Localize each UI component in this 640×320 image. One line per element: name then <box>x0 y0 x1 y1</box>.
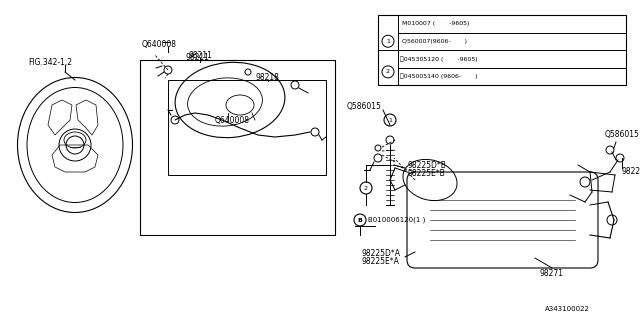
Circle shape <box>607 215 617 225</box>
Text: 2: 2 <box>364 186 368 190</box>
Text: Q640008: Q640008 <box>215 116 250 124</box>
Circle shape <box>171 116 179 124</box>
Text: 98271: 98271 <box>540 268 564 277</box>
Text: 2: 2 <box>386 69 390 74</box>
Text: M010007 (       -9605): M010007 ( -9605) <box>402 21 469 26</box>
Text: 98225C: 98225C <box>622 167 640 177</box>
Bar <box>378 15 626 85</box>
Text: Q586015: Q586015 <box>605 131 640 140</box>
Circle shape <box>606 146 614 154</box>
Circle shape <box>360 182 372 194</box>
Text: Q560007(9606-       ): Q560007(9606- ) <box>402 39 467 44</box>
Text: Q586015: Q586015 <box>347 102 382 111</box>
Text: 98218: 98218 <box>255 74 279 83</box>
Text: 98225E*B: 98225E*B <box>408 170 445 179</box>
Circle shape <box>382 35 394 47</box>
Text: 98211: 98211 <box>185 53 209 62</box>
Text: A343100022: A343100022 <box>545 306 590 312</box>
Circle shape <box>375 145 381 151</box>
Circle shape <box>580 177 590 187</box>
Text: 1: 1 <box>386 39 390 44</box>
Circle shape <box>382 66 394 78</box>
Text: B: B <box>358 218 362 222</box>
Circle shape <box>386 136 394 144</box>
Circle shape <box>311 128 319 136</box>
Circle shape <box>245 69 251 75</box>
Text: 98211: 98211 <box>188 51 212 60</box>
Text: 98225E*A: 98225E*A <box>362 257 400 266</box>
Text: 98225D*A: 98225D*A <box>362 249 401 258</box>
Text: Ⓢ045005140 (9606-       ): Ⓢ045005140 (9606- ) <box>400 74 477 79</box>
Text: 1: 1 <box>388 117 392 123</box>
Circle shape <box>291 81 299 89</box>
Circle shape <box>616 154 624 162</box>
Text: 98225D*B: 98225D*B <box>408 161 447 170</box>
Bar <box>168 80 326 175</box>
Text: Ⓢ045305120 (       -9605): Ⓢ045305120 ( -9605) <box>400 56 477 61</box>
Text: B010006120(1 ): B010006120(1 ) <box>368 217 426 223</box>
Circle shape <box>374 154 382 162</box>
Circle shape <box>354 214 366 226</box>
Text: Q640008: Q640008 <box>142 39 177 49</box>
Circle shape <box>164 66 172 74</box>
Circle shape <box>384 114 396 126</box>
Text: FIG.342-1,2: FIG.342-1,2 <box>28 58 72 67</box>
Bar <box>140 60 335 235</box>
